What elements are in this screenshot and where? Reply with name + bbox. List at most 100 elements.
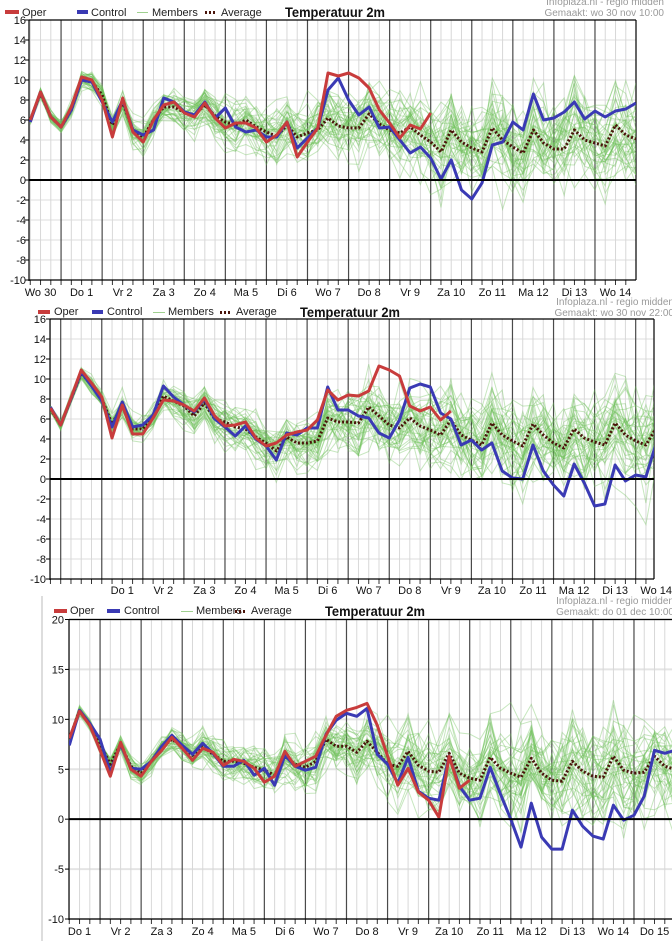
- temperature-chart-1: -10 -8 -6 -4 -2 0 2 4 6 8 10 12 14 16 Wo 30 Do 1 Vr 2 Za …: [10, 15, 637, 299]
- x-tick-label: Wo 7: [315, 287, 340, 299]
- plot-area: [29, 70, 636, 212]
- x-tick-label: Do 8: [398, 585, 421, 596]
- x-tick-label: Za 3: [193, 585, 215, 596]
- x-tick-label: Wo 14: [600, 287, 632, 299]
- y-tick-label: -8: [16, 255, 26, 267]
- x-tick-label: Vr 2: [113, 287, 133, 299]
- member-line: [69, 710, 672, 785]
- x-tick-label: Ma 12: [516, 926, 547, 938]
- y-tick-label: 0: [20, 175, 26, 187]
- oper-line: [29, 71, 432, 159]
- y-tick-label: -2: [36, 494, 46, 506]
- x-tick-label: Wo 14: [640, 585, 672, 596]
- x-tick-label: Zo 4: [235, 585, 257, 596]
- plot-area: [69, 700, 672, 851]
- y-tick-label: -10: [48, 914, 64, 926]
- y-tick-label: 4: [20, 135, 26, 147]
- temperature-chart-3: -10 -5 0 5 10 15 20 Do 1 Vr 2 Za 3 Zo 4 Ma 5 Di 6 Wo …: [41, 596, 672, 941]
- member-line: [50, 369, 654, 475]
- y-tick-label: 0: [58, 814, 64, 826]
- source-label: Infoplaza.nl - regio midden: [556, 297, 672, 308]
- member-line: [29, 79, 636, 194]
- x-tick-label: Za 10: [478, 585, 506, 596]
- x-tick-label: Di 6: [277, 287, 297, 299]
- member-line: [69, 706, 672, 796]
- legend-oper-label: Oper: [54, 306, 79, 318]
- y-tick-label: 0: [40, 474, 46, 486]
- x-tick-label: Ma 5: [232, 926, 256, 938]
- y-tick-label: -6: [36, 534, 46, 546]
- oper-line: [50, 364, 452, 448]
- legend-average-swatch: [205, 11, 217, 14]
- member-line: [50, 373, 654, 465]
- legend-members-label: Members: [152, 7, 198, 19]
- member-line: [69, 704, 672, 807]
- member-line: [50, 371, 654, 477]
- x-tick-label: Do 15: [640, 926, 669, 938]
- x-tick-label: Za 10: [435, 926, 463, 938]
- x-tick-label: Za 3: [151, 926, 173, 938]
- legend-oper-swatch: [38, 310, 50, 314]
- x-tick-label: Vr 9: [400, 287, 420, 299]
- member-line: [69, 712, 672, 799]
- y-tick-label: -10: [30, 574, 46, 586]
- member-line: [69, 704, 672, 821]
- member-line: [69, 707, 672, 816]
- y-tick-label: 20: [52, 615, 64, 627]
- y-tick-label: 8: [20, 95, 26, 107]
- source-label: Infoplaza.nl - regio midden: [546, 0, 664, 8]
- member-line: [69, 709, 672, 812]
- legend-oper-label: Oper: [22, 7, 47, 19]
- x-tick-label: Di 13: [602, 585, 628, 596]
- y-tick-label: -8: [36, 554, 46, 566]
- x-tick-label: Ma 5: [234, 287, 258, 299]
- y-tick-label: 12: [14, 55, 26, 67]
- x-tick-label: Di 6: [275, 926, 295, 938]
- legend-average-label: Average: [221, 7, 262, 19]
- member-line: [69, 701, 672, 814]
- legend-members-swatch: [137, 12, 148, 13]
- member-line: [69, 711, 672, 797]
- y-tick-label: -4: [36, 514, 46, 526]
- legend-control-label: Control: [107, 306, 143, 318]
- chart-title: Temperatuur 2m: [300, 304, 400, 320]
- x-tick-label: Do 1: [111, 585, 134, 596]
- x-tick-label: Zo 11: [479, 287, 506, 299]
- x-tick-label: Di 6: [318, 585, 338, 596]
- member-line: [50, 378, 654, 484]
- legend-members-swatch: [181, 611, 193, 612]
- member-line: [69, 700, 672, 797]
- legend-average-label: Average: [251, 605, 292, 617]
- y-tick-label: 2: [20, 155, 26, 167]
- legend-control-swatch: [77, 10, 88, 14]
- legend-control-swatch: [107, 609, 120, 613]
- x-tick-label: Vr 9: [398, 926, 418, 938]
- member-line: [29, 78, 636, 204]
- created-timestamp: Gemaakt: wo 30 nov 10:00: [544, 8, 664, 19]
- y-tick-label: -5: [54, 864, 64, 876]
- created-timestamp: Gemaakt: wo 30 nov 22:00: [554, 308, 672, 319]
- x-tick-label: Wo 7: [313, 926, 338, 938]
- y-tick-label: 8: [40, 394, 46, 406]
- legend-oper-label: Oper: [70, 605, 95, 617]
- y-tick-label: 10: [14, 75, 26, 87]
- legend-control-swatch: [92, 310, 103, 314]
- y-tick-label: 5: [58, 764, 64, 776]
- legend-average-label: Average: [236, 306, 277, 318]
- y-tick-label: -6: [16, 235, 26, 247]
- legend-oper-swatch: [5, 10, 19, 14]
- y-tick-label: 4: [40, 434, 46, 446]
- y-tick-label: 6: [20, 115, 26, 127]
- x-tick-label: Do 1: [68, 926, 91, 938]
- member-line: [50, 370, 654, 526]
- control-line: [50, 370, 654, 508]
- legend-oper-swatch: [54, 609, 67, 613]
- x-tick-label: Za 3: [153, 287, 175, 299]
- created-timestamp: Gemaakt: do 01 dec 10:00: [556, 607, 672, 618]
- x-tick-label: Wo 30: [25, 287, 57, 299]
- x-tick-label: Zo 4: [192, 926, 214, 938]
- legend-average-swatch: [220, 311, 232, 314]
- y-tick-label: 10: [34, 374, 46, 386]
- legend-members-label: Members: [168, 306, 214, 318]
